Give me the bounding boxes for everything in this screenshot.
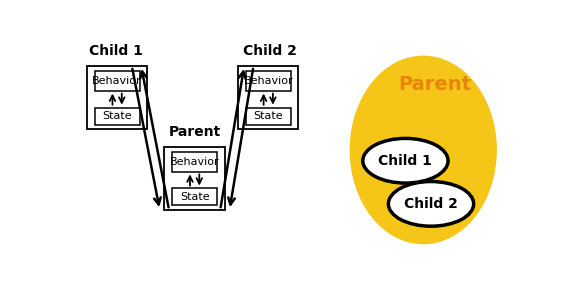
Text: Child 2: Child 2 <box>404 197 458 211</box>
Bar <box>172 152 217 172</box>
Text: Child 1: Child 1 <box>89 44 142 58</box>
Bar <box>246 70 291 91</box>
Text: Parent: Parent <box>168 125 221 139</box>
Text: State: State <box>102 111 132 121</box>
Text: Behavior: Behavior <box>244 76 293 86</box>
Ellipse shape <box>388 182 473 226</box>
Bar <box>238 66 298 129</box>
Text: Behavior: Behavior <box>92 76 142 86</box>
Text: State: State <box>180 192 210 202</box>
Text: State: State <box>254 111 283 121</box>
Ellipse shape <box>350 56 497 244</box>
Bar <box>87 66 147 129</box>
Text: Child 1: Child 1 <box>379 154 432 168</box>
Bar <box>164 147 225 210</box>
Bar <box>246 108 291 124</box>
Text: Child 2: Child 2 <box>243 44 297 58</box>
Ellipse shape <box>363 138 448 183</box>
Bar <box>95 70 140 91</box>
Text: Parent: Parent <box>398 75 471 94</box>
Bar <box>172 188 217 206</box>
Text: Behavior: Behavior <box>170 157 219 166</box>
Bar <box>95 108 140 124</box>
